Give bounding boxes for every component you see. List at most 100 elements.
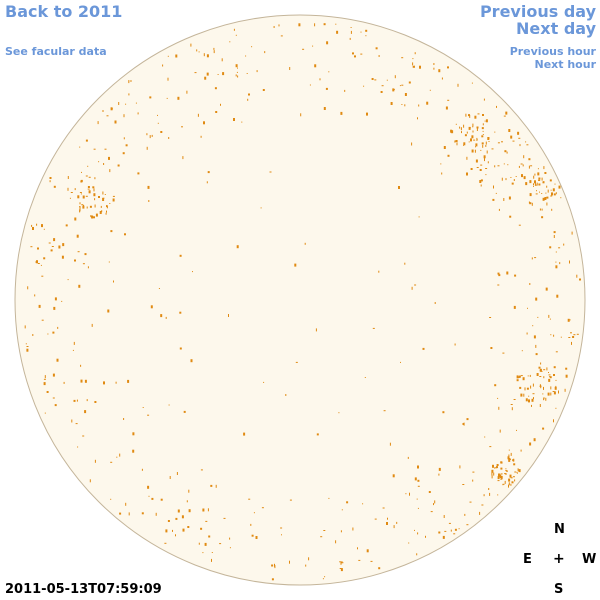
facula-mark [496,105,497,108]
facula-mark [200,469,203,471]
facula-mark [278,24,280,27]
facula-mark [49,180,51,183]
facula-mark [510,452,512,456]
facula-mark [177,96,180,100]
previous-hour-link[interactable]: Previous hour [509,45,596,58]
facula-mark [417,507,419,509]
facula-mark [529,180,532,184]
facula-mark [237,75,239,78]
facula-mark [95,213,98,217]
facula-mark [483,494,485,497]
facula-mark [102,110,104,112]
facula-mark [513,399,516,400]
facula-mark [401,84,404,86]
facula-mark [480,184,482,187]
facula-mark [456,142,458,146]
observation-timestamp: 2011-05-13T07:59:09 [5,582,162,597]
facula-mark [80,193,82,195]
facula-mark [84,410,87,414]
facula-mark [162,64,164,67]
facula-mark [129,80,132,82]
facula-mark [128,93,130,96]
facula-mark [412,58,414,60]
facula-mark [324,576,326,578]
facula-mark [340,530,342,533]
facula-mark [518,376,520,378]
facula-mark [192,271,193,273]
facula-mark [46,391,49,393]
facula-mark [204,542,207,546]
facula-mark [568,337,571,338]
facula-mark [546,202,548,206]
facula-mark [304,242,306,245]
facula-mark [365,29,368,32]
facula-mark [104,194,106,195]
facula-mark [26,346,29,347]
facula-mark [541,208,543,211]
facula-mark [172,529,173,532]
facula-mark [425,535,426,538]
facula-mark [489,446,492,448]
facula-mark [67,279,69,281]
facula-mark [79,146,81,148]
facula-mark [546,367,548,371]
see-facular-data-link[interactable]: See facular data [5,45,107,58]
facula-mark [141,468,143,471]
facula-mark [102,191,104,195]
facula-mark [491,475,493,479]
facula-mark [541,193,543,194]
facula-mark [534,182,536,186]
facula-mark [525,398,528,402]
facula-mark [504,150,507,153]
facula-mark [261,507,264,509]
previous-day-link[interactable]: Previous day [479,2,596,21]
facula-mark [65,224,68,227]
facula-mark [89,205,92,208]
facula-mark [430,511,433,513]
facula-mark [25,343,27,345]
next-day-link[interactable]: Next day [516,19,596,38]
facula-mark [536,190,537,192]
facula-mark [90,215,92,218]
facula-mark [515,176,517,177]
facula-mark [418,104,420,107]
facula-mark [84,253,87,256]
facula-mark [404,93,407,96]
facula-mark [67,187,69,191]
facula-mark [181,126,183,128]
facula-mark [480,164,483,166]
facula-mark [545,192,547,194]
facula-mark [72,349,74,351]
facula-mark [516,472,518,474]
facula-mark [106,205,108,209]
back-to-year-link[interactable]: Back to 2011 [5,2,123,21]
facula-mark [188,489,190,493]
facula-mark [524,387,526,391]
facula-mark [481,135,484,138]
facula-mark [511,407,513,411]
facula-mark [360,53,363,55]
facula-mark [176,472,178,475]
facula-mark [104,148,107,150]
facula-mark [110,461,113,463]
faculae-markers [24,23,581,581]
compass-east-label: E [523,552,532,567]
facula-mark [79,209,81,213]
facula-mark [117,164,120,167]
facula-mark [271,564,274,567]
facula-mark [326,41,329,45]
facula-mark [555,385,557,387]
facula-mark [441,172,443,175]
facula-mark [496,466,498,469]
next-hour-link[interactable]: Next hour [534,58,597,71]
facula-mark [221,58,223,62]
facula-mark [499,474,502,478]
facula-mark [443,146,446,149]
facula-mark [125,103,127,105]
facula-mark [245,55,247,57]
facula-mark [175,534,176,537]
facula-mark [69,197,71,199]
facula-mark [545,287,548,291]
facula-mark [418,216,420,218]
facula-mark [365,35,367,37]
